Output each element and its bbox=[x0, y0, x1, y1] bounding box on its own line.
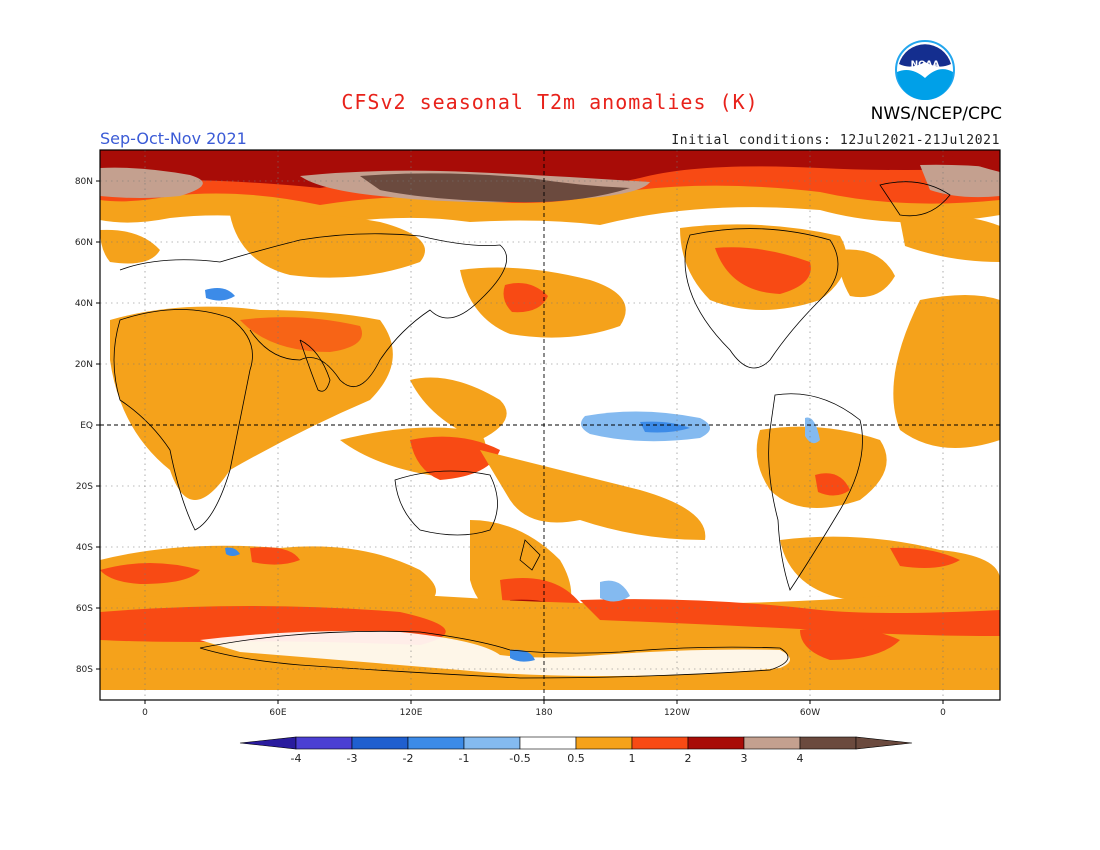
colorbar-tick-label: -2 bbox=[403, 752, 414, 765]
lat-tick-label: 60S bbox=[76, 604, 93, 614]
lat-tick-label: 80N bbox=[75, 177, 93, 187]
lon-tick-label: 0 bbox=[142, 708, 148, 718]
colorbar-tick-label: 1 bbox=[629, 752, 636, 765]
lat-tick-label: 40S bbox=[76, 543, 93, 553]
lat-axis: 80N 60N 40N 20N EQ 20S 40S 60S 80S bbox=[75, 177, 100, 675]
colorbar-low-arrow bbox=[239, 736, 297, 750]
colorbar-swatch bbox=[463, 736, 521, 750]
colorbar-tick-label: -0.5 bbox=[509, 752, 530, 765]
lon-tick-label: 120E bbox=[400, 708, 423, 718]
lon-tick-label: 60E bbox=[269, 708, 286, 718]
lon-tick-label: 0 bbox=[940, 708, 946, 718]
lon-tick-label: 180 bbox=[535, 708, 552, 718]
colorbar-tick-label: 3 bbox=[741, 752, 748, 765]
colorbar-swatch bbox=[407, 736, 465, 750]
colorbar-high-arrow bbox=[855, 736, 913, 750]
lon-tick-label: 60W bbox=[800, 708, 820, 718]
lat-tick-label: 40N bbox=[75, 299, 93, 309]
lat-tick-label: 80S bbox=[76, 665, 93, 675]
colorbar-swatch bbox=[351, 736, 409, 750]
lon-axis: 0 60E 120E 180 120W 60W 0 bbox=[142, 700, 946, 718]
colorbar-swatch bbox=[687, 736, 745, 750]
colorbar-swatch bbox=[631, 736, 689, 750]
lat-tick-label: 60N bbox=[75, 238, 93, 248]
colorbar-swatch bbox=[799, 736, 857, 750]
colorbar-tick-label: 2 bbox=[685, 752, 692, 765]
initial-conditions-label: Initial conditions: 12Jul2021-21Jul2021 bbox=[671, 133, 1000, 148]
lon-tick-label: 120W bbox=[664, 708, 690, 718]
agency-label: NWS/NCEP/CPC bbox=[870, 104, 1002, 124]
coastlines bbox=[113, 181, 951, 679]
chart-title: CFSv2 seasonal T2m anomalies (K) bbox=[341, 90, 759, 114]
reference-lines bbox=[100, 150, 1000, 700]
logo-text: NOAA bbox=[911, 60, 940, 70]
colorbar-swatch bbox=[743, 736, 801, 750]
colorbar-swatch bbox=[575, 736, 633, 750]
colorbar-tick-label: 4 bbox=[797, 752, 804, 765]
lat-tick-label: EQ bbox=[80, 421, 93, 431]
noaa-logo-icon: NOAA bbox=[895, 40, 955, 100]
colorbar-swatch bbox=[295, 736, 353, 750]
colorbar-swatch bbox=[519, 736, 577, 750]
colorbar: -4 -3 -2 -1 -0.5 0.5 1 2 3 4 bbox=[239, 736, 913, 765]
lat-tick-label: 20S bbox=[76, 482, 93, 492]
anomaly-fields bbox=[100, 150, 1000, 690]
colorbar-tick-label: -1 bbox=[459, 752, 470, 765]
lat-tick-label: 20N bbox=[75, 360, 93, 370]
colorbar-tick-label: -3 bbox=[347, 752, 358, 765]
colorbar-tick-label: 0.5 bbox=[567, 752, 585, 765]
colorbar-tick-label: -4 bbox=[291, 752, 302, 765]
season-label: Sep-Oct-Nov 2021 bbox=[100, 129, 247, 148]
